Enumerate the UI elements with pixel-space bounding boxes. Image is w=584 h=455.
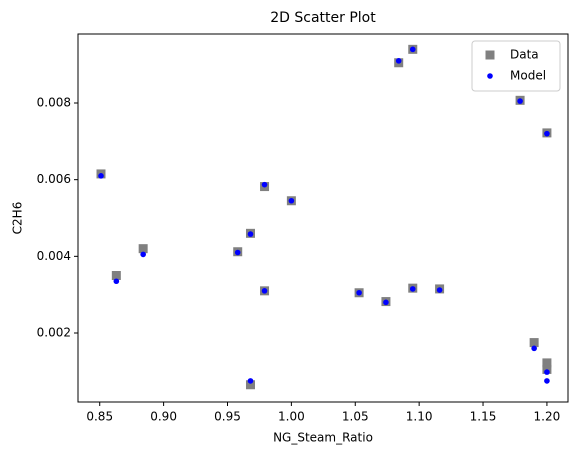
- legend-marker: [487, 73, 493, 79]
- y-tick-label: 0.008: [37, 96, 71, 110]
- x-tick-label: 1.00: [278, 410, 305, 424]
- x-tick-label: 0.85: [86, 410, 113, 424]
- point: [261, 181, 268, 188]
- x-tick-label: 1.15: [470, 410, 497, 424]
- point: [247, 378, 254, 384]
- x-tick-label: 0.90: [150, 410, 177, 424]
- x-axis-label: NG_Steam_Ratio: [273, 431, 373, 445]
- legend-label: Data: [510, 48, 539, 62]
- point: [261, 288, 268, 294]
- point: [531, 345, 537, 352]
- plot-frame: [77, 33, 569, 403]
- point: [544, 378, 550, 384]
- point: [517, 98, 523, 104]
- point: [529, 338, 539, 348]
- point: [383, 299, 389, 306]
- point: [247, 231, 254, 237]
- point: [544, 369, 550, 375]
- x-tick-label: 1.05: [342, 410, 369, 424]
- point: [234, 249, 241, 256]
- point: [138, 244, 148, 254]
- point: [436, 287, 443, 293]
- point: [111, 271, 121, 280]
- point: [395, 58, 402, 64]
- point: [409, 46, 416, 53]
- point: [245, 380, 255, 390]
- x-tick-label: 1.10: [406, 410, 433, 424]
- legend-label: Model: [510, 69, 546, 83]
- point: [288, 197, 295, 204]
- point: [113, 278, 120, 285]
- chart-title: 2D Scatter Plot: [270, 10, 376, 26]
- point: [409, 286, 416, 292]
- y-tick-label: 0.006: [37, 172, 71, 186]
- point: [98, 173, 104, 179]
- legend-marker: [485, 50, 495, 60]
- point: [140, 251, 146, 258]
- point: [356, 289, 362, 296]
- x-tick-label: 1.20: [534, 410, 561, 424]
- y-tick-label: 0.002: [37, 326, 71, 340]
- y-tick-label: 0.004: [37, 249, 71, 263]
- point: [544, 130, 550, 137]
- y-axis-label: C2H6: [11, 202, 25, 235]
- x-tick-label: 0.95: [214, 410, 241, 424]
- point: [542, 358, 552, 368]
